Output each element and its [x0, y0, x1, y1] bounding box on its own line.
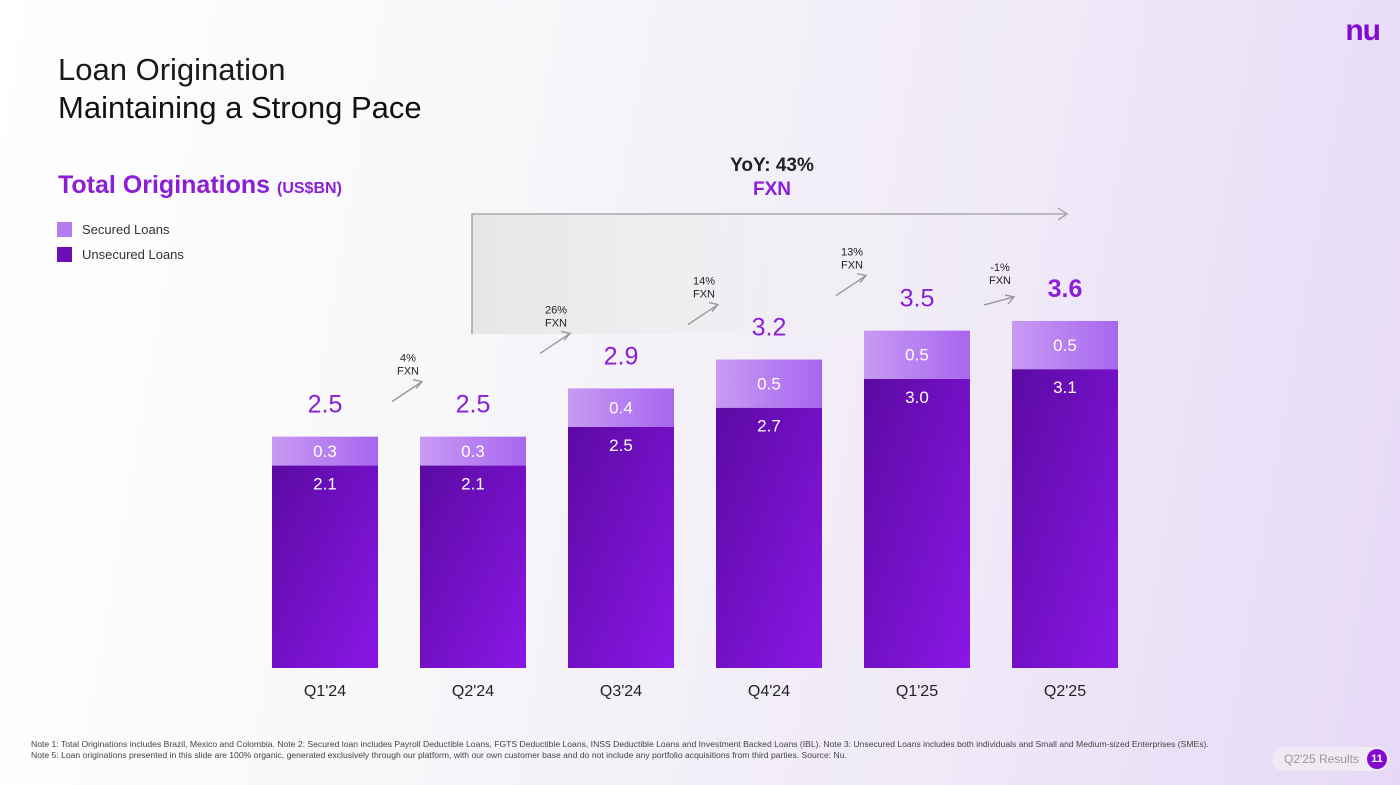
- growth-arrow: [983, 294, 1016, 306]
- growth-pct: 4%: [400, 353, 416, 365]
- x-tick-label: Q1'25: [896, 683, 938, 700]
- data-label-secured: 0.3: [313, 442, 337, 461]
- data-label-secured: 0.4: [609, 399, 633, 418]
- bar-secured: [420, 436, 526, 466]
- legend-label: Secured Loans: [82, 222, 170, 237]
- total-label: 2.5: [456, 391, 491, 419]
- bar-unsecured: [272, 465, 378, 668]
- x-tick-label: Q3'24: [600, 683, 642, 700]
- data-label-unsecured: 2.5: [609, 436, 633, 455]
- x-tick-label: Q2'25: [1044, 683, 1086, 700]
- growth-arrow: [539, 330, 572, 355]
- chart-title: Total Originations (US$BN): [58, 171, 342, 200]
- growth-pct: 13%: [841, 247, 863, 259]
- bar-unsecured: [716, 407, 822, 668]
- bar-unsecured: [568, 427, 674, 668]
- bar-secured: [272, 436, 378, 466]
- bar-secured: [568, 388, 674, 427]
- legend-unsecured: Unsecured Loans: [57, 247, 184, 262]
- yoy-value: YoY: 43%: [730, 155, 814, 176]
- growth-arrow: [687, 301, 720, 326]
- growth-pct: -1%: [990, 262, 1010, 274]
- page-title: Loan Origination: [58, 52, 286, 87]
- page-subtitle: Maintaining a Strong Pace: [58, 90, 422, 125]
- page-number: 11: [1367, 749, 1387, 769]
- growth-label: FXN: [545, 317, 567, 329]
- yoy-label: FXN: [753, 179, 791, 200]
- yoy-bracket-fill: [472, 214, 1032, 334]
- bar-unsecured: [864, 378, 970, 668]
- bar-secured: [1012, 320, 1118, 370]
- growth-pct: 26%: [545, 304, 567, 316]
- growth-arrow: [835, 272, 868, 297]
- bar-secured: [864, 330, 970, 379]
- total-label: 2.9: [604, 342, 639, 370]
- total-label: 3.6: [1048, 275, 1083, 303]
- badge-label: Q2'25 Results: [1284, 752, 1359, 766]
- total-label: 2.5: [308, 391, 343, 419]
- growth-label: FXN: [693, 289, 715, 301]
- data-label-unsecured: 2.1: [313, 475, 337, 494]
- data-label-secured: 0.5: [757, 375, 781, 394]
- total-label: 3.5: [900, 285, 935, 313]
- growth-label: FXN: [397, 366, 419, 378]
- growth-label: FXN: [841, 260, 863, 272]
- growth-arrow: [391, 378, 424, 403]
- legend-swatch-secured: [57, 222, 72, 237]
- data-label-secured: 0.3: [461, 442, 485, 461]
- yoy-arrow: [471, 207, 1069, 334]
- x-tick-label: Q2'24: [452, 683, 494, 700]
- data-label-unsecured: 3.1: [1053, 378, 1077, 397]
- growth-pct: 14%: [693, 276, 715, 288]
- data-label-secured: 0.5: [1053, 336, 1077, 355]
- bar-secured: [716, 359, 822, 408]
- data-label-unsecured: 3.0: [905, 388, 929, 407]
- data-label-unsecured: 2.1: [461, 475, 485, 494]
- data-label-secured: 0.5: [905, 346, 929, 365]
- results-badge: Q2'25 Results 11: [1272, 747, 1389, 771]
- x-tick-label: Q4'24: [748, 683, 790, 700]
- footnotes: Note 1: Total Originations includes Braz…: [31, 739, 1209, 760]
- bar-unsecured: [1012, 369, 1118, 668]
- total-label: 3.2: [752, 314, 787, 342]
- chart-unit: (US$BN): [277, 180, 342, 197]
- bar-unsecured: [420, 465, 526, 668]
- legend-secured: Secured Loans: [57, 222, 169, 237]
- data-label-unsecured: 2.7: [757, 417, 781, 436]
- legend-label: Unsecured Loans: [82, 247, 184, 262]
- nu-logo: nu: [1345, 14, 1381, 47]
- chart-title-text: Total Originations: [58, 171, 271, 199]
- growth-label: FXN: [989, 275, 1011, 287]
- x-tick-label: Q1'24: [304, 683, 346, 700]
- legend-swatch-unsecured: [57, 247, 72, 262]
